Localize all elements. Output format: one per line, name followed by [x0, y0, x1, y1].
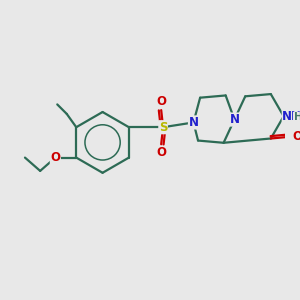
Text: O: O: [50, 151, 60, 164]
Text: N: N: [230, 113, 239, 126]
Text: O: O: [156, 95, 166, 108]
Text: O: O: [292, 130, 300, 142]
Text: O: O: [156, 146, 166, 159]
Text: N: N: [188, 116, 199, 129]
Text: S: S: [159, 121, 167, 134]
Text: H: H: [293, 112, 300, 122]
Text: NH: NH: [282, 110, 300, 123]
